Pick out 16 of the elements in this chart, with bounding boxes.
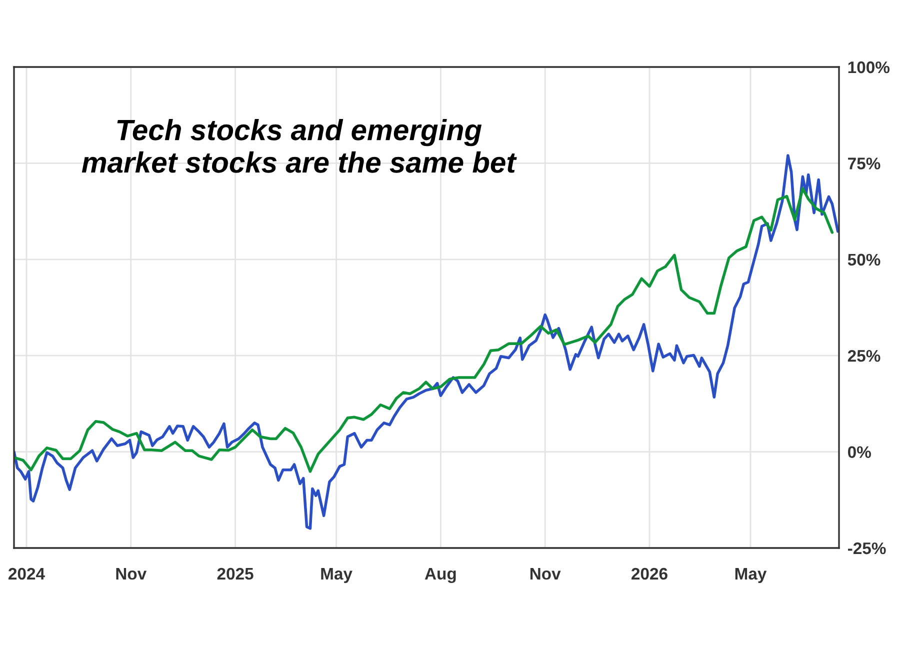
y-tick-label: 0% — [848, 446, 871, 458]
x-tick-label: Nov — [530, 568, 561, 580]
x-tick-label: 2025 — [217, 568, 254, 580]
x-tick-label: May — [321, 568, 352, 583]
annotation: Tech stocks and emerging market stocks are the same bet — [82, 118, 517, 173]
y-tick-label: 50% — [848, 254, 880, 266]
x-tick-label: 2026 — [632, 568, 668, 580]
y-tick-label: -25% — [848, 542, 886, 554]
x-tick-label: Nov — [116, 568, 147, 580]
x-tick-label: Aug — [424, 568, 456, 583]
y-tick-label: 75% — [848, 158, 880, 170]
y-tick-label: 25% — [848, 350, 880, 362]
y-tick-label: 100% — [848, 61, 890, 74]
x-tick-label: May — [735, 568, 767, 583]
line-series — [14, 187, 834, 473]
x-tick-label: 2024 — [8, 568, 45, 580]
